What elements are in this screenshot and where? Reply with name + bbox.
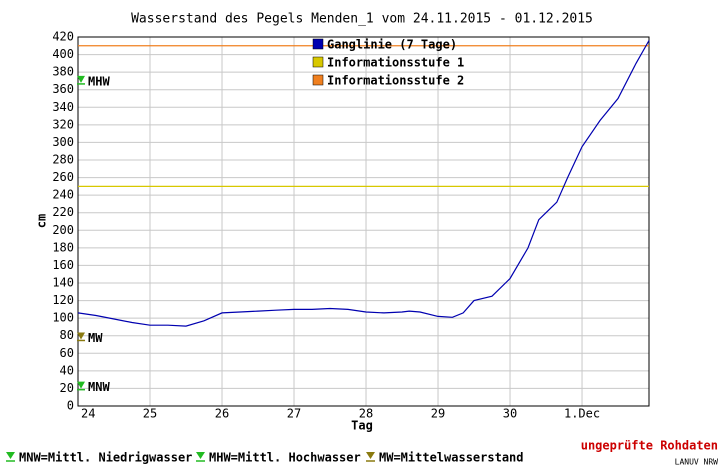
y-tick-label: 20: [60, 381, 74, 395]
x-tick-label: 30: [503, 407, 517, 421]
plot-frame: [77, 36, 650, 407]
source-note: LANUV NRW: [675, 458, 719, 467]
y-tick-label: 60: [60, 346, 74, 360]
y-tick-label: 140: [52, 276, 74, 290]
level-marker: [77, 381, 85, 389]
footer-legend-label: MNW=Mittl. Niedrigwasser: [19, 451, 192, 465]
x-axis-label: Tag: [351, 419, 373, 433]
level-marker-label: MHW: [88, 74, 110, 88]
level-marker: [77, 75, 85, 83]
y-tick-label: 180: [52, 240, 74, 254]
y-tick-label: 360: [52, 82, 74, 96]
legend-label: Informationsstufe 2: [327, 74, 464, 88]
level-marker: [77, 332, 85, 340]
y-tick-label: 260: [52, 170, 74, 184]
footer-marker: [6, 452, 15, 459]
y-tick-label: 380: [52, 65, 74, 79]
y-tick-label: 300: [52, 135, 74, 149]
legend-swatch: [312, 56, 324, 68]
y-tick-label: 120: [52, 293, 74, 307]
chart-title: Wasserstand des Pegels Menden_1 vom 24.1…: [131, 12, 593, 27]
legend-swatch: [312, 74, 324, 86]
y-axis-label: cm: [35, 214, 49, 228]
y-tick-label: 100: [52, 311, 74, 325]
y-tick-label: 320: [52, 117, 74, 131]
footer-marker: [366, 452, 375, 459]
legend-label: Informationsstufe 1: [327, 56, 464, 70]
y-tick-label: 220: [52, 205, 74, 219]
x-tick-label: 27: [287, 407, 301, 421]
legend-swatch: [312, 38, 324, 50]
y-tick-label: 200: [52, 223, 74, 237]
footer-legend-label: MHW=Mittl. Hochwasser: [209, 451, 361, 465]
x-tick-label: 26: [215, 407, 229, 421]
y-tick-label: 420: [52, 30, 74, 44]
y-tick-label: 340: [52, 100, 74, 114]
level-marker-label: MNW: [88, 380, 110, 394]
level-marker-label: MW: [88, 331, 103, 345]
y-tick-label: 160: [52, 258, 74, 272]
status-note: ungeprüfte Rohdaten: [581, 439, 718, 453]
x-tick-label: 24: [81, 407, 95, 421]
y-tick-label: 280: [52, 153, 74, 167]
y-tick-label: 80: [60, 328, 74, 342]
legend-label: Ganglinie (7 Tage): [327, 38, 457, 52]
x-tick-label: 25: [143, 407, 157, 421]
x-tick-label: 29: [431, 407, 445, 421]
y-tick-label: 240: [52, 188, 74, 202]
footer-legend-label: MW=Mittelwasserstand: [379, 451, 524, 465]
y-tick-label: 400: [52, 47, 74, 61]
y-tick-label: 0: [67, 399, 74, 413]
x-tick-label: 1.Dec: [564, 407, 600, 421]
data-line: [77, 40, 650, 327]
x-tick-label: 28: [359, 407, 373, 421]
y-tick-label: 40: [60, 363, 74, 377]
footer-marker: [196, 452, 205, 459]
